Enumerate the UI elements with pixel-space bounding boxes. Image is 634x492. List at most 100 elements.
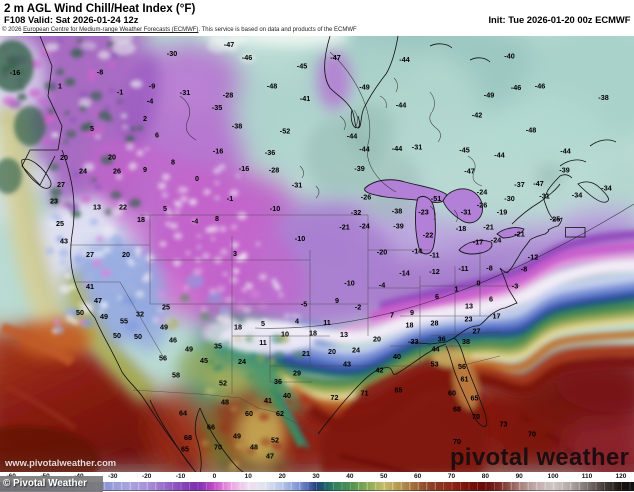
svg-text:-4: -4 xyxy=(147,97,153,106)
svg-text:58: 58 xyxy=(172,371,180,380)
svg-text:23: 23 xyxy=(465,315,473,324)
svg-text:5: 5 xyxy=(261,319,265,328)
svg-text:64: 64 xyxy=(179,409,187,418)
svg-text:65: 65 xyxy=(395,386,403,395)
svg-text:44: 44 xyxy=(432,345,440,354)
svg-text:-32: -32 xyxy=(351,208,361,217)
svg-text:38: 38 xyxy=(462,337,470,346)
svg-text:-3: -3 xyxy=(512,282,518,291)
svg-text:6: 6 xyxy=(435,292,439,301)
svg-text:-11: -11 xyxy=(459,264,469,273)
svg-text:20: 20 xyxy=(328,347,336,356)
svg-text:-21: -21 xyxy=(483,223,493,232)
svg-text:18: 18 xyxy=(137,215,145,224)
svg-text:72: 72 xyxy=(331,393,339,402)
svg-text:41: 41 xyxy=(86,282,94,291)
svg-text:-38: -38 xyxy=(232,122,242,131)
svg-text:5: 5 xyxy=(90,124,94,133)
svg-text:50: 50 xyxy=(76,308,84,317)
svg-text:60: 60 xyxy=(245,409,253,418)
svg-text:20: 20 xyxy=(60,153,68,162)
svg-text:48: 48 xyxy=(250,443,258,452)
svg-text:20: 20 xyxy=(108,153,116,162)
svg-text:20: 20 xyxy=(122,250,130,259)
svg-text:-14: -14 xyxy=(399,269,409,278)
svg-text:4: 4 xyxy=(295,317,299,326)
svg-text:-10: -10 xyxy=(270,204,280,213)
svg-text:-20: -20 xyxy=(377,248,387,257)
svg-text:0: 0 xyxy=(477,279,481,288)
svg-text:-45: -45 xyxy=(297,62,307,71)
svg-text:56: 56 xyxy=(159,354,167,363)
svg-text:70: 70 xyxy=(528,430,536,439)
svg-text:-40: -40 xyxy=(504,52,514,61)
svg-text:-47: -47 xyxy=(464,167,474,176)
svg-text:9: 9 xyxy=(410,308,414,317)
svg-text:-44: -44 xyxy=(494,151,504,160)
svg-text:50: 50 xyxy=(113,331,121,340)
svg-text:-47: -47 xyxy=(224,40,234,49)
svg-text:-31: -31 xyxy=(539,192,549,201)
svg-text:8: 8 xyxy=(215,214,219,223)
svg-text:11: 11 xyxy=(259,338,267,347)
svg-text:-47: -47 xyxy=(330,53,340,62)
svg-text:32: 32 xyxy=(136,310,144,319)
svg-text:-8: -8 xyxy=(521,265,527,274)
svg-text:36: 36 xyxy=(274,377,282,386)
svg-text:-14: -14 xyxy=(412,247,422,256)
svg-text:46: 46 xyxy=(169,336,177,345)
svg-text:-25: -25 xyxy=(550,215,560,224)
svg-text:-51: -51 xyxy=(431,194,441,203)
svg-text:-16: -16 xyxy=(239,164,249,173)
svg-text:25: 25 xyxy=(56,219,64,228)
svg-text:-38: -38 xyxy=(392,207,402,216)
svg-text:7: 7 xyxy=(390,311,394,320)
svg-text:9: 9 xyxy=(143,165,147,174)
svg-text:-16: -16 xyxy=(213,147,223,156)
svg-text:13: 13 xyxy=(340,330,348,339)
svg-text:-17: -17 xyxy=(473,238,483,247)
svg-text:21: 21 xyxy=(302,349,310,358)
svg-text:49: 49 xyxy=(100,312,108,321)
svg-text:-18: -18 xyxy=(456,224,466,233)
svg-text:-4: -4 xyxy=(379,281,385,290)
svg-text:-36: -36 xyxy=(265,148,275,157)
svg-text:6: 6 xyxy=(489,295,493,304)
svg-text:45: 45 xyxy=(200,356,208,365)
svg-text:18: 18 xyxy=(309,329,317,338)
svg-text:18: 18 xyxy=(234,323,242,332)
svg-text:62: 62 xyxy=(276,409,284,418)
svg-text:22: 22 xyxy=(119,203,127,212)
svg-text:33: 33 xyxy=(411,337,419,346)
svg-text:-8: -8 xyxy=(486,264,492,273)
svg-text:-1: -1 xyxy=(117,88,123,97)
svg-text:-10: -10 xyxy=(295,234,305,243)
svg-text:23: 23 xyxy=(50,197,58,206)
svg-text:24: 24 xyxy=(79,167,87,176)
svg-text:-44: -44 xyxy=(399,55,409,64)
svg-text:68: 68 xyxy=(453,405,461,414)
svg-text:29: 29 xyxy=(293,369,301,378)
svg-text:11: 11 xyxy=(323,318,331,327)
svg-text:73: 73 xyxy=(500,420,508,429)
svg-text:-46: -46 xyxy=(535,82,545,91)
svg-text:-21: -21 xyxy=(514,230,524,239)
svg-text:42: 42 xyxy=(376,366,384,375)
svg-text:-16: -16 xyxy=(10,68,20,77)
svg-text:24: 24 xyxy=(352,346,360,355)
svg-text:28: 28 xyxy=(431,319,439,328)
svg-text:-34: -34 xyxy=(572,191,582,200)
svg-text:26: 26 xyxy=(113,167,121,176)
svg-text:-39: -39 xyxy=(393,222,403,231)
svg-text:2: 2 xyxy=(143,114,147,123)
svg-text:-12: -12 xyxy=(528,253,538,262)
svg-text:-10: -10 xyxy=(344,279,354,288)
svg-text:65: 65 xyxy=(181,445,189,454)
svg-text:36: 36 xyxy=(438,335,446,344)
svg-text:6: 6 xyxy=(155,131,159,140)
svg-text:-30: -30 xyxy=(167,49,177,58)
svg-text:40: 40 xyxy=(283,391,291,400)
svg-text:61: 61 xyxy=(461,375,469,384)
svg-text:-47: -47 xyxy=(533,179,543,188)
svg-text:3: 3 xyxy=(233,249,237,258)
